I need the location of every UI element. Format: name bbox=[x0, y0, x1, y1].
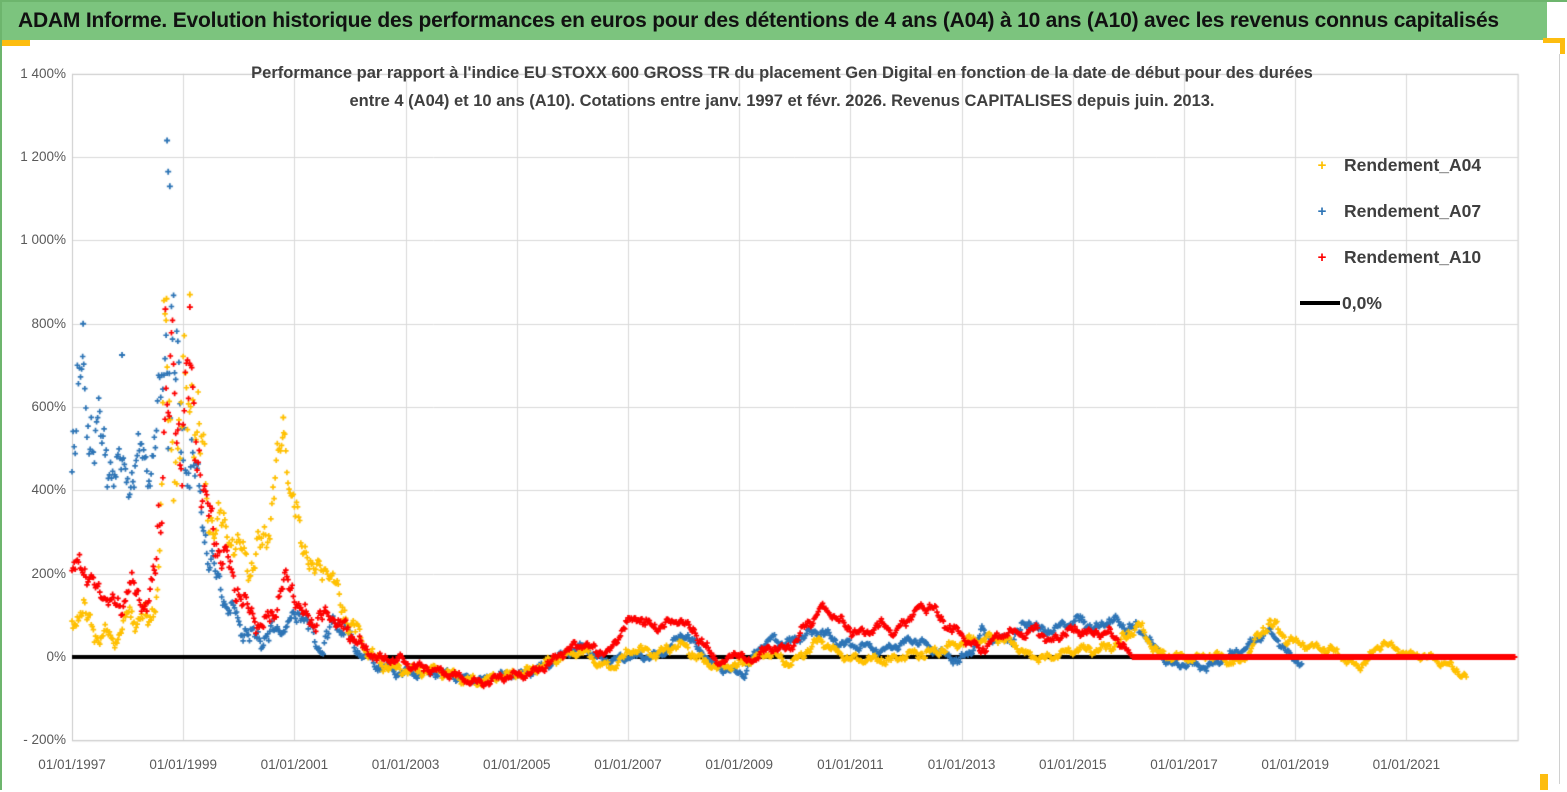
zero-line-icon bbox=[1300, 301, 1340, 305]
gold-accent-bottom-right bbox=[1540, 774, 1548, 790]
gold-accent-corner bbox=[1560, 38, 1565, 54]
plus-marker-icon: + bbox=[1317, 156, 1327, 174]
legend-item-a10[interactable]: + Rendement_A10 bbox=[1300, 234, 1482, 280]
legend-item-a04[interactable]: + Rendement_A04 bbox=[1300, 142, 1482, 188]
plus-marker-icon: + bbox=[1317, 248, 1327, 266]
gold-accent-corner bbox=[1543, 38, 1565, 43]
x-axis-label: 01/01/2007 bbox=[594, 757, 662, 772]
x-axis-label: 01/01/2009 bbox=[705, 757, 773, 772]
y-axis-label: 1 200% bbox=[20, 149, 66, 165]
y-axis-label: 0% bbox=[46, 649, 66, 664]
y-axis-label: 1 000% bbox=[20, 232, 66, 248]
right-edge-divider bbox=[1559, 54, 1560, 784]
legend-label: 0,0% bbox=[1342, 292, 1382, 313]
x-axis-label: 01/01/2001 bbox=[260, 757, 329, 772]
y-axis-label: 800% bbox=[31, 315, 66, 331]
header-bar: ADAM Informe. Evolution historique des p… bbox=[2, 2, 1547, 40]
chart-title-line2: entre 4 (A04) et 10 ans (A10). Cotations… bbox=[349, 92, 1215, 110]
x-axis-label: 01/01/2021 bbox=[1372, 757, 1441, 772]
legend-item-zero-line[interactable]: 0,0% bbox=[1300, 280, 1481, 326]
y-axis-label: 200% bbox=[31, 565, 66, 581]
x-axis-label: 01/01/2019 bbox=[1261, 757, 1329, 772]
legend-label: Rendement_A07 bbox=[1344, 200, 1482, 221]
x-axis-label: 01/01/1997 bbox=[38, 757, 106, 772]
legend-label: Rendement_A10 bbox=[1344, 246, 1482, 267]
header-title: ADAM Informe. Evolution historique des p… bbox=[18, 9, 1499, 32]
x-axis-label: 01/01/2013 bbox=[927, 757, 996, 772]
x-axis-label: 01/01/2017 bbox=[1150, 757, 1218, 772]
plus-marker-icon: + bbox=[1317, 202, 1327, 220]
x-axis-label: 01/01/2003 bbox=[371, 757, 440, 772]
chart-title-line1: Performance par rapport à l'indice EU ST… bbox=[251, 64, 1313, 82]
gold-accent-top-left bbox=[2, 40, 30, 46]
x-axis-label: 01/01/2015 bbox=[1039, 757, 1107, 772]
x-axis-label: 01/01/2005 bbox=[483, 757, 551, 772]
legend-label: Rendement_A04 bbox=[1344, 154, 1482, 175]
legend-item-a07[interactable]: + Rendement_A07 bbox=[1300, 188, 1482, 234]
x-axis-label: 01/01/2011 bbox=[817, 757, 884, 772]
chart-legend: + Rendement_A04 + Rendement_A07 + Rendem… bbox=[1300, 142, 1481, 326]
y-axis-label: 600% bbox=[31, 399, 66, 415]
y-axis-label: 400% bbox=[31, 482, 66, 498]
x-axis-label: 01/01/1999 bbox=[149, 757, 217, 772]
y-axis-label: 1 400% bbox=[20, 65, 66, 81]
y-axis-label: - 200% bbox=[23, 732, 66, 748]
